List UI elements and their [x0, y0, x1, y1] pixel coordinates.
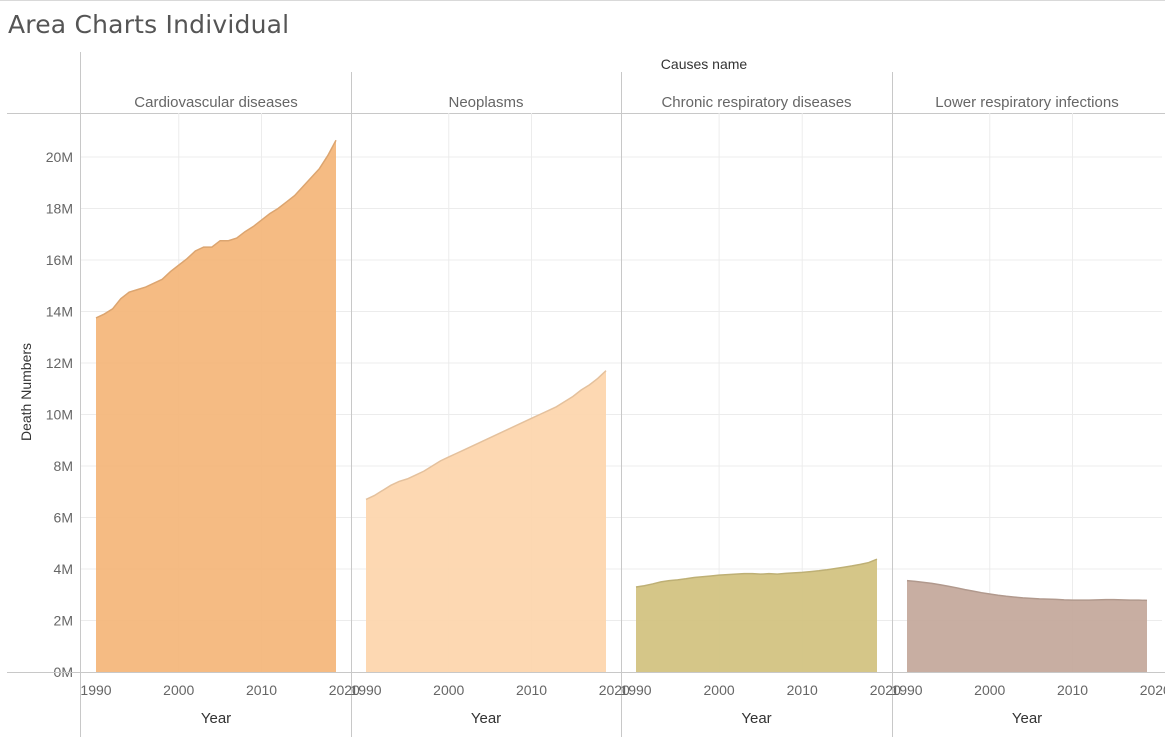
panel-header-0: Cardiovascular diseases: [134, 94, 297, 111]
x-tick-label: 2000: [974, 682, 1005, 698]
y-tick-label: 14M: [46, 304, 73, 320]
x-axis-label: Year: [201, 710, 231, 727]
x-tick-label: 2010: [1057, 682, 1088, 698]
panel-header-3: Lower respiratory infections: [935, 94, 1118, 111]
x-tick-label: 2020: [329, 682, 360, 698]
panel-header-2: Chronic respiratory diseases: [661, 94, 851, 111]
x-tick-label: 2020: [599, 682, 630, 698]
x-tick-label: 1990: [620, 682, 651, 698]
x-tick-label: 2020: [1140, 682, 1165, 698]
y-axis-label: Death Numbers: [18, 343, 34, 441]
y-tick-label: 10M: [46, 407, 73, 423]
x-tick-label: 2000: [433, 682, 464, 698]
y-tick-label: 4M: [54, 561, 73, 577]
y-tick-label: 6M: [54, 510, 73, 526]
area-series: [907, 580, 1147, 672]
x-tick-label: 2000: [704, 682, 735, 698]
y-tick-label: 16M: [46, 252, 73, 268]
area-top-line: [906, 579, 1148, 602]
x-tick-label: 2010: [516, 682, 547, 698]
facet-label: Causes name: [661, 56, 748, 72]
x-axis-label: Year: [741, 710, 771, 727]
x-tick-label: 2000: [163, 682, 194, 698]
area-top-line: [365, 370, 607, 501]
x-tick-label: 2020: [870, 682, 901, 698]
panel-header-1: Neoplasms: [448, 94, 523, 111]
y-tick-label: 8M: [54, 458, 73, 474]
y-tick-label: 18M: [46, 201, 73, 217]
y-tick-label: 2M: [54, 613, 73, 629]
area-top-line: [635, 558, 878, 588]
x-tick-label: 2010: [246, 682, 277, 698]
x-axis-label: Year: [471, 710, 501, 727]
x-tick-label: 1990: [350, 682, 381, 698]
x-tick-label: 1990: [891, 682, 922, 698]
y-tick-label: 20M: [46, 149, 73, 165]
chart-title: Area Charts Individual: [8, 10, 290, 39]
area-series: [636, 559, 877, 672]
x-axis-label: Year: [1012, 710, 1042, 727]
y-tick-label: 12M: [46, 355, 73, 371]
area-top-line: [95, 139, 337, 319]
x-tick-label: 2010: [787, 682, 818, 698]
x-tick-label: 1990: [80, 682, 111, 698]
area-series: [366, 370, 606, 672]
area-series: [96, 140, 336, 672]
